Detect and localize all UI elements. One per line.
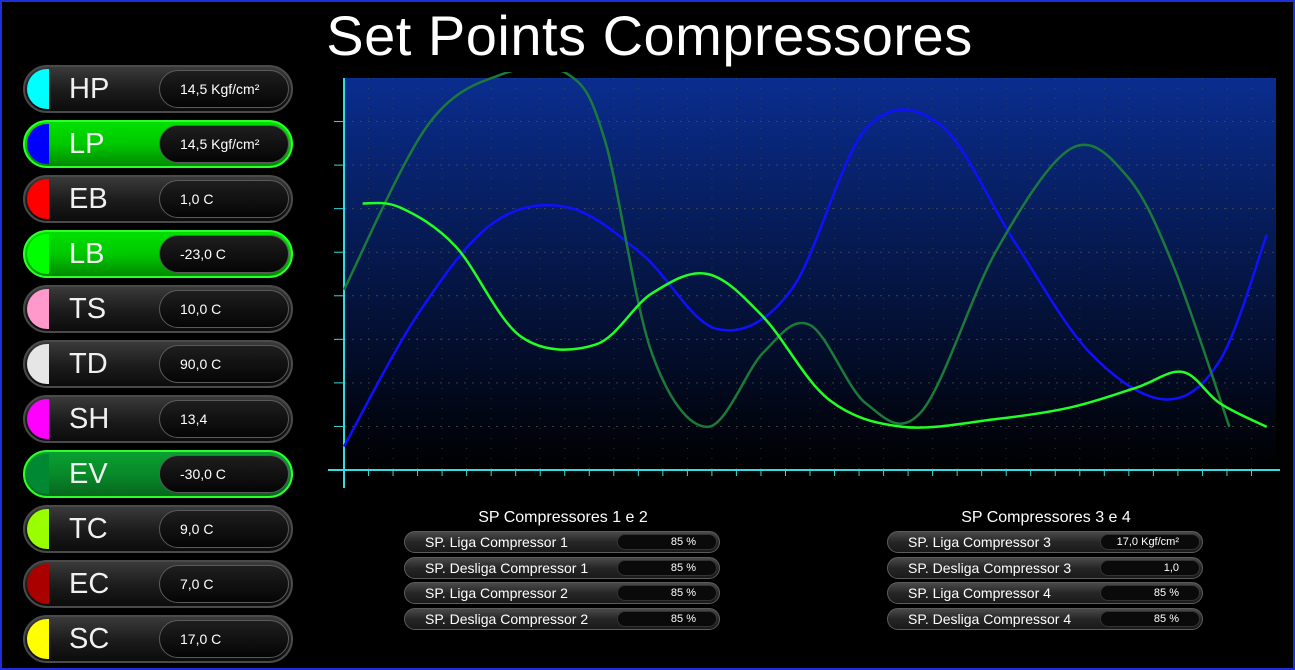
sp-row: SP. Desliga Compressor 2 85 %: [404, 607, 720, 630]
tag-value: 7,0 C: [159, 565, 289, 603]
tag-code: EV: [69, 458, 108, 490]
tag-color-swatch: [27, 234, 49, 274]
tag-code: EB: [69, 183, 108, 215]
sp-value-field[interactable]: 85 %: [1100, 585, 1200, 601]
tag-eb[interactable]: EB 1,0 C: [23, 175, 293, 223]
sp-value-field[interactable]: 85 %: [1100, 610, 1200, 627]
sp-row: SP. Liga Compressor 1 85 %: [404, 531, 720, 553]
tag-color-swatch: [27, 399, 49, 439]
sp-group-2-title: SP Compressores 3 e 4: [961, 509, 1131, 526]
sp-label: SP. Desliga Compressor 1: [425, 559, 589, 576]
trend-chart: [328, 72, 1280, 488]
sp-row: SP. Liga Compressor 2 85 %: [404, 582, 720, 604]
sp-row: SP. Liga Compressor 3 17,0 Kgf/cm²: [887, 531, 1203, 553]
tag-color-swatch: [27, 509, 49, 549]
tag-value: 10,0 C: [159, 290, 289, 328]
tag-value: 13,4: [159, 400, 289, 438]
sp-value-field[interactable]: 1,0: [1100, 559, 1200, 576]
sp-label: SP. Liga Compressor 2: [425, 585, 568, 601]
tag-value: -30,0 C: [159, 455, 289, 493]
sp-value-field[interactable]: 85 %: [617, 534, 717, 550]
tag-color-swatch: [27, 69, 49, 109]
chart-series-line-1: [342, 108, 1268, 448]
tag-code: TS: [69, 293, 107, 325]
chart-plot-area: [344, 78, 1276, 470]
tag-sc[interactable]: SC 17,0 C: [23, 615, 293, 663]
tag-value: 14,5 Kgf/cm²: [159, 70, 289, 108]
tag-value: 9,0 C: [159, 510, 289, 548]
tag-hp[interactable]: HP 14,5 Kgf/cm²: [23, 65, 293, 113]
tag-code: SC: [69, 623, 110, 655]
sp-value-field[interactable]: 85 %: [617, 610, 717, 627]
sp-label: SP. Liga Compressor 3: [908, 534, 1051, 550]
tag-code: LP: [69, 128, 105, 160]
tag-code: HP: [69, 73, 110, 105]
tag-ec[interactable]: EC 7,0 C: [23, 560, 293, 608]
tag-value: 14,5 Kgf/cm²: [159, 125, 289, 163]
tag-color-swatch: [27, 564, 49, 604]
sp-label: SP. Desliga Compressor 4: [908, 610, 1072, 627]
tag-color-swatch: [27, 289, 49, 329]
sp-row: SP. Liga Compressor 4 85 %: [887, 582, 1203, 604]
tag-code: SH: [69, 403, 110, 435]
tag-color-swatch: [27, 124, 49, 164]
sp-label: SP. Desliga Compressor 2: [425, 610, 589, 627]
tag-lp[interactable]: LP 14,5 Kgf/cm²: [23, 120, 293, 168]
tag-color-swatch: [27, 454, 49, 494]
tag-code: EC: [69, 568, 110, 600]
sp-value-field[interactable]: 17,0 Kgf/cm²: [1100, 534, 1200, 550]
chart-series-line-3: [362, 201, 1268, 429]
tag-color-swatch: [27, 619, 49, 659]
tag-ev[interactable]: EV -30,0 C: [23, 450, 293, 498]
tag-value: 1,0 C: [159, 180, 289, 218]
sp-group-1-title: SP Compressores 1 e 2: [478, 509, 648, 526]
tag-value: 90,0 C: [159, 345, 289, 383]
chart-series-line-2: [342, 72, 1231, 429]
tag-code: LB: [69, 238, 105, 270]
tag-value: -23,0 C: [159, 235, 289, 273]
tag-value: 17,0 C: [159, 620, 289, 658]
tag-ts[interactable]: TS 10,0 C: [23, 285, 293, 333]
sp-label: SP. Liga Compressor 4: [908, 585, 1051, 601]
tag-color-swatch: [27, 344, 49, 384]
tag-code: TC: [69, 513, 108, 545]
sp-row: SP. Desliga Compressor 1 85 %: [404, 556, 720, 579]
sp-label: SP. Liga Compressor 1: [425, 534, 568, 550]
tag-sh[interactable]: SH 13,4: [23, 395, 293, 443]
sp-row: SP. Desliga Compressor 3 1,0: [887, 556, 1203, 579]
tag-td[interactable]: TD 90,0 C: [23, 340, 293, 388]
page-title: Set Points Compressores: [326, 4, 973, 67]
tag-color-swatch: [27, 179, 49, 219]
tag-tc[interactable]: TC 9,0 C: [23, 505, 293, 553]
tag-lb[interactable]: LB -23,0 C: [23, 230, 293, 278]
tag-code: TD: [69, 348, 108, 380]
sp-value-field[interactable]: 85 %: [617, 559, 717, 576]
sp-label: SP. Desliga Compressor 3: [908, 559, 1072, 576]
sp-value-field[interactable]: 85 %: [617, 585, 717, 601]
sp-row: SP. Desliga Compressor 4 85 %: [887, 607, 1203, 630]
